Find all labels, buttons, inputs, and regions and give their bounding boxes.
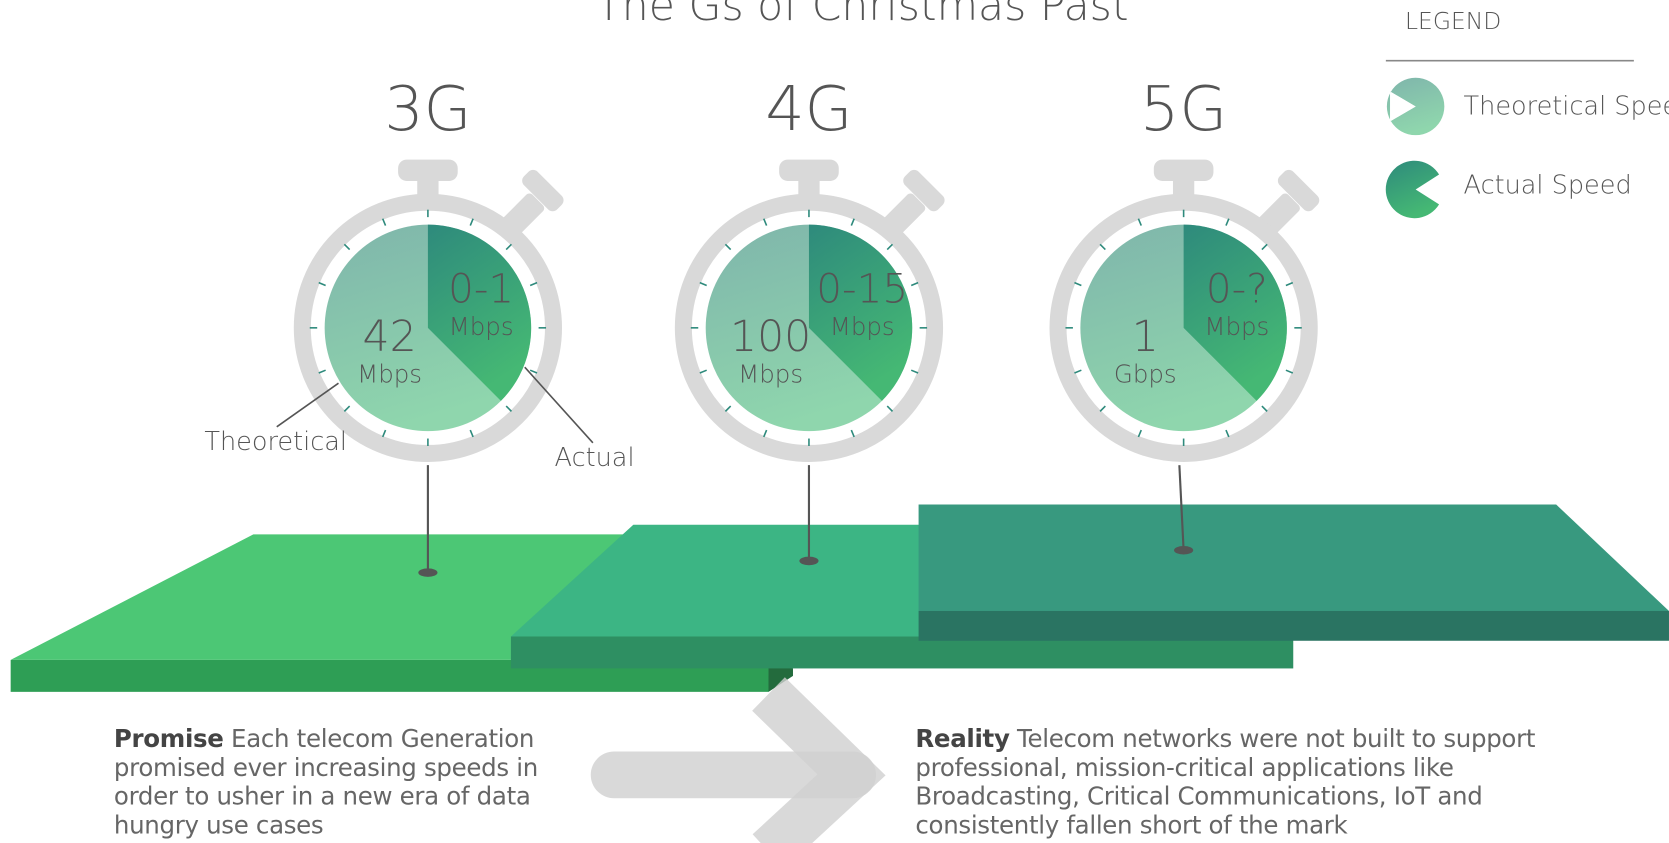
theoretical-unit: Mbps — [738, 360, 803, 389]
crown — [398, 160, 458, 181]
crown — [779, 160, 839, 181]
page: The Gs of Christmas Past LEGEND Theoreti… — [0, 0, 1669, 843]
actual-unit: Mbps — [449, 312, 514, 341]
platform-5g-front — [919, 611, 1669, 641]
legend-item: Actual Speed — [1464, 170, 1632, 200]
theoretical-unit: Mbps — [357, 360, 422, 389]
theoretical-value: 100 — [730, 312, 811, 362]
stopwatches: 3G0-1Mbps42Mbps4G0-15Mbps100Mbps5G0-?Mbp… — [302, 73, 1322, 577]
callout-actual: Actual — [555, 443, 635, 473]
callout-theoretical: Theoretical — [204, 427, 347, 457]
actual-unit: Mbps — [830, 312, 895, 341]
theoretical-value: 42 — [362, 312, 416, 362]
generation-label: 5G — [1140, 73, 1227, 145]
pendulum-dot — [799, 557, 818, 566]
promise-paragraph: Promise Each telecom Generation promised… — [114, 726, 572, 841]
legend-icon-actual — [1386, 161, 1439, 218]
infographic: The Gs of Christmas Past LEGEND Theoreti… — [0, 0, 1669, 843]
title: The Gs of Christmas Past — [596, 0, 1129, 31]
generation-label: 4G — [765, 73, 852, 145]
promise-block: Promise Each telecom Generation promised… — [114, 726, 572, 843]
theoretical-value: 1 — [1132, 312, 1159, 362]
pendulum-dot — [1174, 546, 1193, 555]
platform-5g-top — [919, 505, 1669, 611]
legend-title: LEGEND — [1405, 7, 1501, 35]
reality-paragraph: Reality Telecom networks were not built … — [915, 726, 1575, 841]
pendulum-dot — [418, 568, 437, 577]
actual-value: 0-1 — [448, 265, 514, 313]
reality-block: Reality Telecom networks were not built … — [915, 726, 1575, 843]
generation-label: 3G — [384, 73, 471, 145]
actual-unit: Mbps — [1204, 312, 1269, 341]
platform-4g-front — [511, 637, 1293, 669]
legend-item: Theoretical Speed — [1464, 92, 1669, 122]
reality-heading: Reality — [915, 726, 1009, 754]
actual-value: 0-? — [1206, 265, 1268, 313]
promise-heading: Promise — [114, 726, 224, 754]
crown — [1154, 160, 1214, 181]
actual-value: 0-15 — [816, 265, 908, 313]
theoretical-unit: Gbps — [1114, 360, 1177, 389]
